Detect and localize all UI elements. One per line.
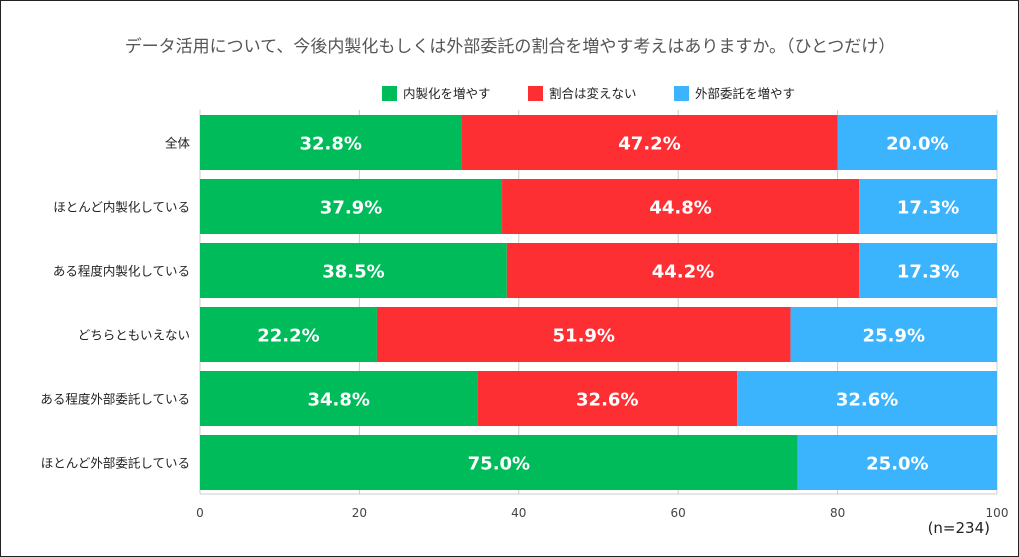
- category-label: ある程度内製化している: [53, 264, 190, 279]
- category-label: ほとんど外部委託している: [41, 456, 190, 471]
- data-label: 75.0%: [468, 454, 530, 475]
- data-label: 17.3%: [897, 262, 959, 283]
- bar-segment: [859, 179, 997, 234]
- data-label: 22.2%: [257, 326, 319, 347]
- sample-size-note: (n=234): [928, 519, 990, 537]
- x-tick-label: 20: [352, 506, 367, 520]
- data-label: 44.8%: [649, 198, 711, 219]
- bar-segment: [200, 179, 503, 234]
- data-label: 32.6%: [836, 390, 898, 411]
- legend-label: 外部委託を増やす: [695, 86, 795, 101]
- bar-segment: [200, 115, 462, 170]
- bar-segment: [200, 371, 478, 426]
- data-label: 17.3%: [897, 198, 959, 219]
- category-label: 全体: [165, 136, 191, 151]
- bar-segment: [797, 435, 997, 490]
- gridlines: [199, 110, 998, 495]
- data-label: 44.2%: [652, 262, 714, 283]
- bar-segment: [837, 115, 997, 170]
- x-tick-label: 100: [986, 506, 1009, 520]
- bar-segment: [461, 115, 838, 170]
- category-labels: 全体ほとんど内製化しているある程度内製化しているどちらともいえないある程度外部委…: [40, 136, 190, 471]
- bar-segment: [737, 371, 997, 426]
- bars: 32.8% 47.2% 20.0% 37.9% 44.8% 17.3% 38.5% 44.2%…: [200, 115, 997, 490]
- x-tick-label: 80: [830, 506, 845, 520]
- x-axis-ticks: 0 20 40 60 80 100: [196, 506, 1008, 520]
- data-label: 32.8%: [299, 134, 361, 155]
- bar-segment: [502, 179, 860, 234]
- bar-segment: [200, 243, 507, 298]
- legend: 内製化を増やす 割合は変えない 外部委託を増やす: [382, 86, 795, 101]
- data-label: 51.9%: [553, 326, 615, 347]
- bar-segment: [506, 243, 860, 298]
- legend-swatch: [382, 86, 397, 101]
- data-label: 38.5%: [322, 262, 384, 283]
- bar-segment: [200, 435, 798, 490]
- bar-segment: [376, 307, 791, 362]
- data-label: 25.0%: [866, 454, 928, 475]
- bar-segment: [790, 307, 997, 362]
- bar-segment: [477, 371, 738, 426]
- x-tick-label: 60: [671, 506, 686, 520]
- legend-swatch: [528, 86, 543, 101]
- x-tick-label: 0: [196, 506, 204, 520]
- data-label: 34.8%: [307, 390, 369, 411]
- bar-segment: [200, 307, 377, 362]
- category-label: ほとんど内製化している: [53, 200, 190, 215]
- legend-label: 内製化を増やす: [403, 86, 491, 101]
- legend-label: 割合は変えない: [549, 86, 637, 101]
- data-label: 20.0%: [886, 134, 948, 155]
- chart-title: データ活用について、今後内製化もしくは外部委託の割合を増やす考えはありますか。（…: [125, 36, 896, 57]
- legend-swatch: [674, 86, 689, 101]
- data-label: 37.9%: [320, 198, 382, 219]
- x-tick-label: 40: [511, 506, 526, 520]
- data-label: 47.2%: [618, 134, 680, 155]
- bar-segment: [859, 243, 997, 298]
- category-label: ある程度外部委託している: [40, 392, 190, 407]
- category-label: どちらともいえない: [78, 328, 190, 343]
- data-label: 32.6%: [576, 390, 638, 411]
- data-label: 25.9%: [863, 326, 925, 347]
